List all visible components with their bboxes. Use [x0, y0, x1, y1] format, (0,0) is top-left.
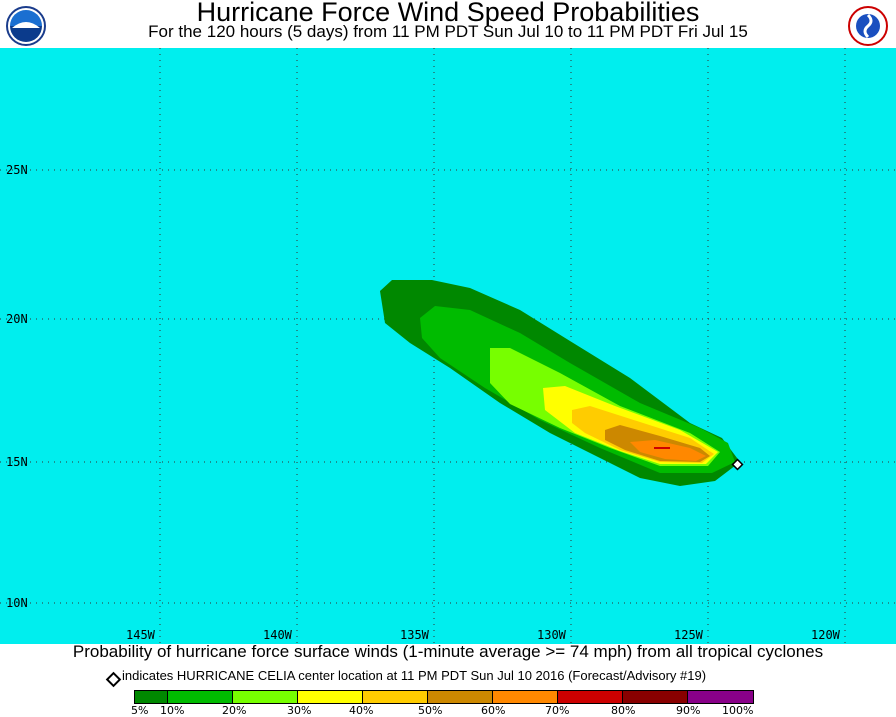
legend-swatch-60	[493, 691, 558, 703]
lon-label-125w: 125W	[674, 628, 703, 642]
storm-center-diamond-icon	[731, 458, 744, 471]
lat-label-20n: 20N	[6, 312, 28, 326]
storm-center-key-icon	[105, 671, 122, 688]
page-title: Hurricane Force Wind Speed Probabilities	[196, 0, 700, 27]
legend-tick-80: 80%	[611, 704, 636, 717]
legend-swatch-70	[558, 691, 623, 703]
probability-legend	[134, 690, 754, 704]
legend-tick-60: 60%	[481, 704, 506, 717]
header: Hurricane Force Wind Speed Probabilities…	[0, 0, 896, 48]
nws-logo-icon	[848, 6, 888, 46]
map-caption: Probability of hurricane force surface w…	[72, 642, 824, 661]
contour-60-70	[630, 440, 706, 461]
legend-tick-5: 5%	[131, 704, 149, 717]
legend-swatch-10	[168, 691, 233, 703]
page-subtitle: For the 120 hours (5 days) from 11 PM PD…	[148, 22, 748, 41]
probability-map: 25N 20N 15N 10N 145W 140W 135W 130W 125W…	[0, 48, 896, 644]
lon-label-140w: 140W	[263, 628, 292, 642]
noaa-logo-icon	[6, 6, 46, 46]
map-graphic	[0, 48, 896, 644]
legend-tick-90: 90%	[676, 704, 701, 717]
legend-swatch-20	[233, 691, 298, 703]
legend-tick-10: 10%	[160, 704, 185, 717]
lat-label-10n: 10N	[6, 596, 28, 610]
legend-swatch-50	[428, 691, 493, 703]
lon-label-145w: 145W	[126, 628, 155, 642]
lat-label-15n: 15N	[6, 455, 28, 469]
legend-swatch-80	[623, 691, 688, 703]
lon-label-120w: 120W	[811, 628, 840, 642]
legend-tick-40: 40%	[349, 704, 374, 717]
advisory-text: indicates HURRICANE CELIA center locatio…	[122, 668, 707, 683]
legend-swatch-40	[363, 691, 428, 703]
lat-label-25n: 25N	[6, 163, 28, 177]
legend-tick-70: 70%	[545, 704, 570, 717]
legend-swatch-30	[298, 691, 363, 703]
legend-tick-20: 20%	[222, 704, 247, 717]
lon-label-135w: 135W	[400, 628, 429, 642]
probability-contours	[380, 280, 740, 486]
legend-swatch-90	[688, 691, 753, 703]
lon-label-130w: 130W	[537, 628, 566, 642]
legend-swatch-5	[135, 691, 168, 703]
legend-tick-30: 30%	[287, 704, 312, 717]
legend-tick-100: 100%	[722, 704, 754, 717]
legend-tick-50: 50%	[418, 704, 443, 717]
